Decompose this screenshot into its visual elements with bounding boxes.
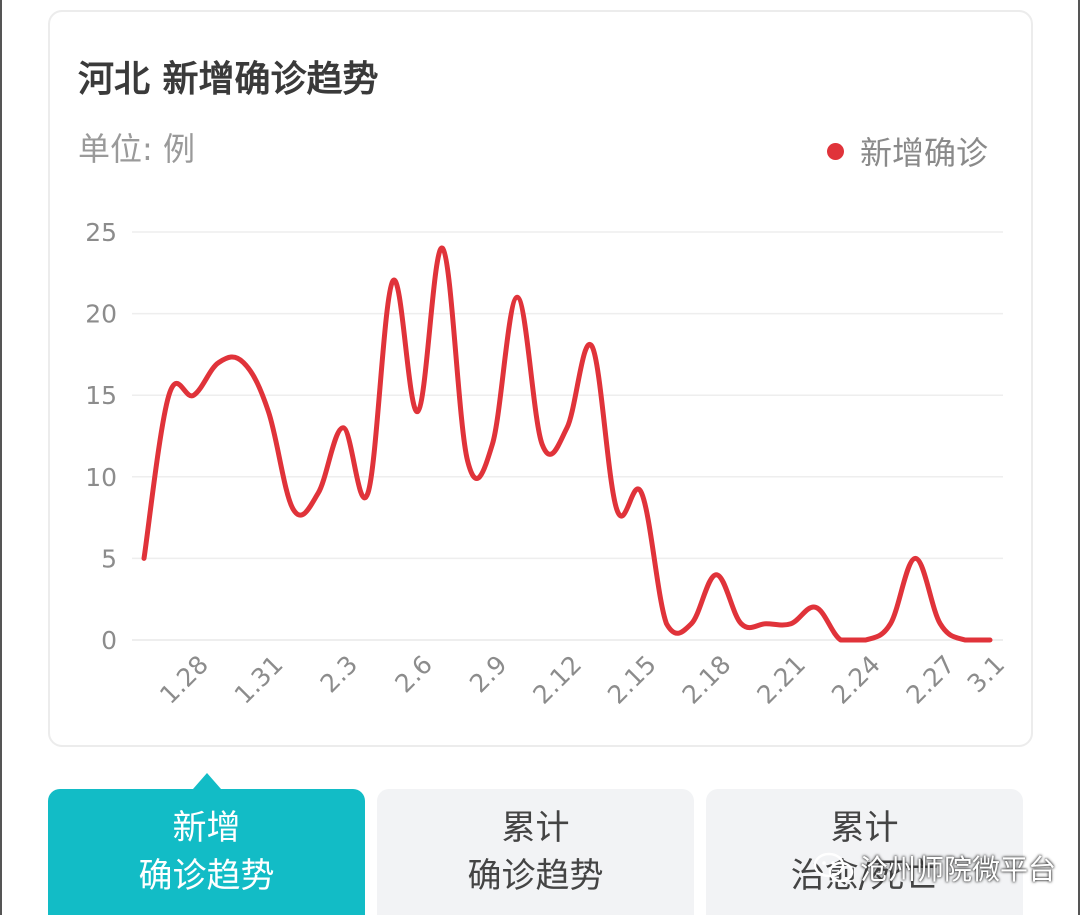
x-axis: 1.28 1.31 2.3 2.6 2.9 2.12 2.15 2.18 2.21 2.24 2.2… [154, 650, 1010, 710]
tab-label-line2: 确诊趋势 [138, 856, 275, 896]
data-point[interactable] [212, 356, 226, 370]
data-point[interactable] [784, 617, 798, 631]
right-edge-line [1078, 0, 1080, 915]
x-tick-label: 2.6 [389, 650, 438, 699]
data-point[interactable] [933, 617, 947, 631]
series-line [141, 245, 993, 643]
watermark: 沧州师院微平台 [812, 848, 1056, 888]
chart-title: 河北 新增确诊趋势 [78, 59, 379, 100]
grid-lines [132, 231, 1003, 641]
x-tick-label: 2.27 [901, 650, 961, 710]
data-point[interactable] [311, 486, 325, 500]
tab-label-line1: 累计 [830, 808, 899, 848]
data-point[interactable] [610, 502, 624, 516]
left-edge-line [0, 0, 2, 915]
data-point[interactable] [137, 551, 151, 565]
data-point[interactable] [560, 421, 574, 435]
x-tick-label: 2.12 [527, 650, 587, 710]
x-tick-label: 1.31 [229, 650, 289, 710]
tab-label-line1: 累计 [501, 808, 570, 848]
data-point[interactable] [759, 617, 773, 631]
y-tick-label: 5 [101, 544, 117, 573]
tab-cumulative-confirmed[interactable]: 累计 确诊趋势 [377, 789, 694, 915]
data-point[interactable] [958, 633, 972, 647]
data-point[interactable] [436, 241, 450, 255]
data-point[interactable] [859, 633, 873, 647]
data-point[interactable] [237, 356, 251, 370]
data-point[interactable] [510, 290, 524, 304]
data-point[interactable] [261, 405, 275, 419]
data-point[interactable] [411, 405, 425, 419]
y-axis: 0 5 10 15 20 25 [85, 218, 117, 655]
data-point[interactable] [336, 421, 350, 435]
data-point[interactable] [834, 633, 848, 647]
tab-new-confirmed[interactable]: 新增 确诊趋势 [48, 789, 365, 915]
unit-label: 单位: 例 [78, 130, 195, 168]
data-point[interactable] [709, 568, 723, 582]
chart-card [48, 10, 1033, 747]
data-point[interactable] [386, 274, 400, 288]
data-point[interactable] [485, 437, 499, 451]
data-point[interactable] [809, 600, 823, 614]
legend-dot-icon [826, 142, 844, 160]
data-point[interactable] [983, 633, 997, 647]
active-tab-pointer [193, 773, 221, 789]
data-point[interactable] [187, 388, 201, 402]
tab-label-line2: 确诊趋势 [467, 856, 604, 896]
line-chart: 0 5 10 15 20 25 1.28 1.31 2.3 2.6 2.9 2.12 2.15 2.18… [85, 218, 1010, 710]
series-layer [137, 241, 997, 647]
data-point[interactable] [908, 551, 922, 565]
x-tick-label: 3.1 [962, 650, 1011, 699]
data-point[interactable] [162, 388, 176, 402]
y-tick-label: 10 [85, 463, 117, 492]
y-tick-label: 0 [101, 626, 117, 655]
data-point[interactable] [461, 454, 475, 468]
watermark-text: 沧州师院微平台 [860, 853, 1057, 886]
tab-cumulative-recovered-deaths[interactable]: 累计 治愈/死亡 [706, 789, 1023, 915]
data-point[interactable] [684, 617, 698, 631]
x-tick-label: 2.15 [602, 650, 662, 710]
y-tick-label: 25 [85, 218, 117, 247]
x-tick-label: 2.3 [315, 650, 364, 699]
wechat-icon [813, 852, 854, 883]
data-point[interactable] [585, 339, 599, 353]
x-tick-label: 2.9 [464, 650, 513, 699]
data-point[interactable] [535, 437, 549, 451]
legend[interactable]: 新增确诊 [826, 128, 988, 174]
data-point[interactable] [734, 617, 748, 631]
data-point[interactable] [635, 486, 649, 500]
x-tick-label: 1.28 [154, 650, 214, 710]
data-point[interactable] [660, 617, 674, 631]
x-tick-label: 2.21 [751, 650, 811, 710]
data-point[interactable] [884, 617, 898, 631]
tab-label-line1: 新增 [172, 808, 241, 848]
y-tick-label: 20 [85, 300, 117, 329]
data-point[interactable] [286, 502, 300, 516]
legend-label: 新增确诊 [859, 134, 988, 172]
data-point[interactable] [361, 486, 375, 500]
x-tick-label: 2.18 [677, 650, 737, 710]
y-tick-label: 15 [85, 381, 117, 410]
x-tick-label: 2.24 [826, 650, 886, 710]
